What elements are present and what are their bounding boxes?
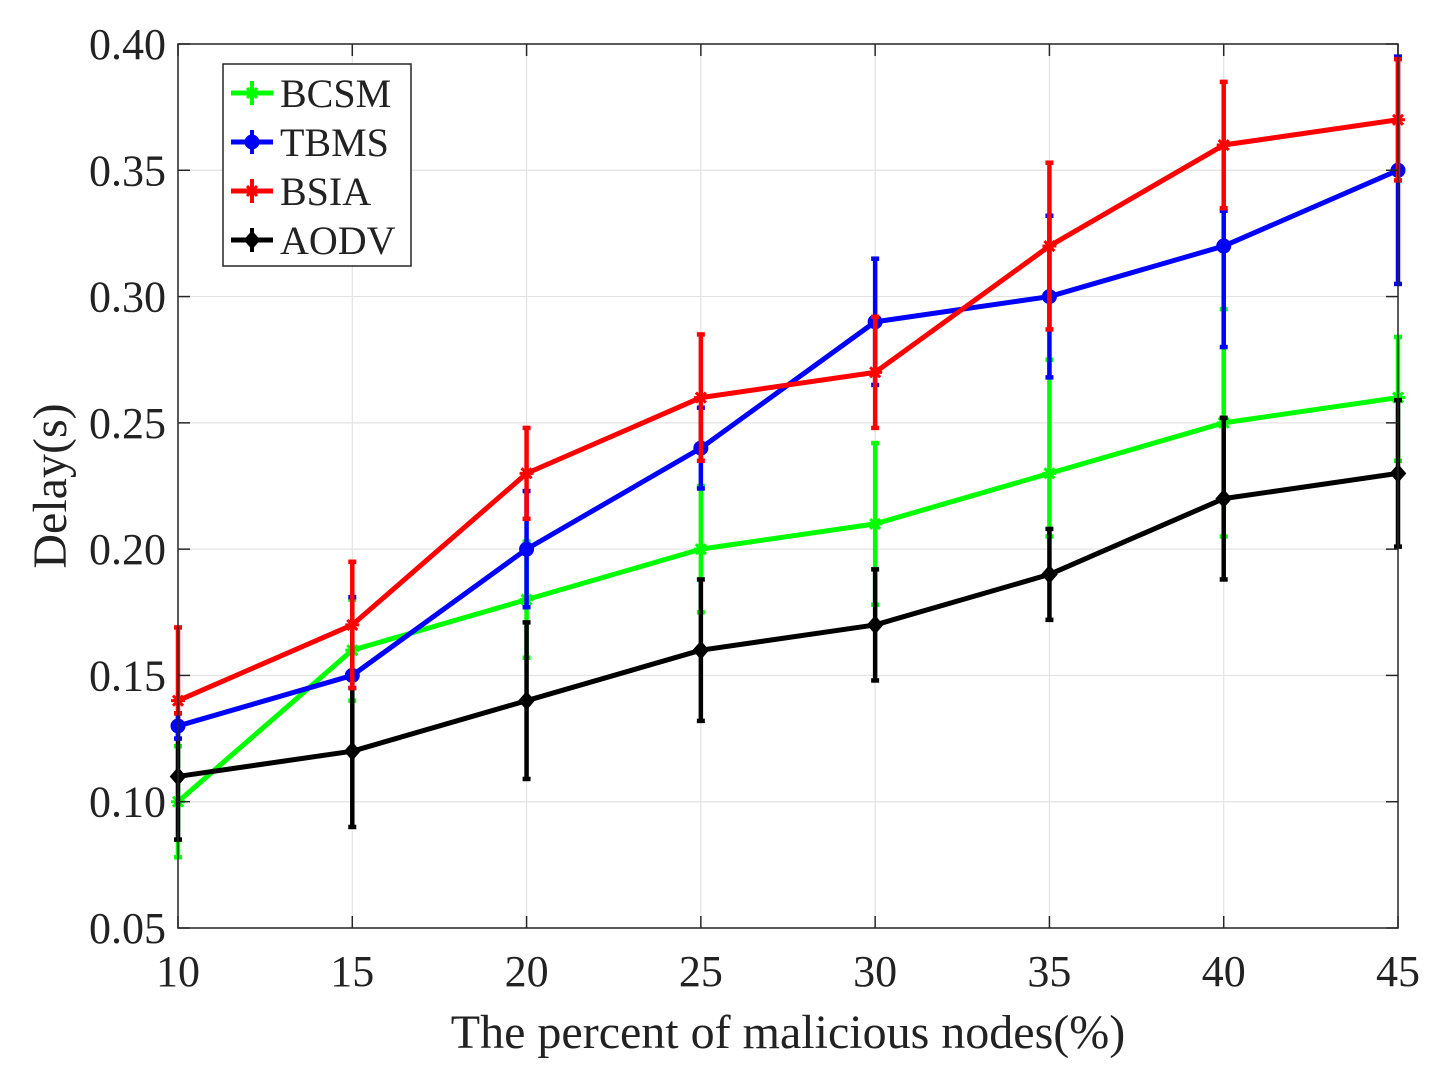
aodv-point bbox=[1041, 564, 1058, 584]
legend-box bbox=[222, 63, 412, 267]
x-tick-label: 30 bbox=[853, 947, 897, 996]
x-tick-label: 45 bbox=[1376, 947, 1420, 996]
y-tick-label: 0.40 bbox=[89, 20, 166, 69]
bsia-point bbox=[868, 365, 883, 380]
aodv-point bbox=[692, 640, 710, 660]
x-tick-label: 25 bbox=[679, 947, 723, 996]
bsia-point bbox=[519, 466, 534, 481]
legend-swatch-marker bbox=[245, 184, 259, 198]
bsia-point bbox=[1042, 239, 1057, 254]
tbms-point bbox=[519, 541, 535, 557]
bcsm-point bbox=[693, 542, 708, 557]
y-tick-label: 0.05 bbox=[89, 904, 166, 953]
aodv-point bbox=[343, 741, 361, 761]
y-axis-label: Delay(s) bbox=[24, 403, 77, 568]
bsia-point bbox=[345, 617, 360, 632]
legend-entry-bcsm: BCSM bbox=[231, 71, 391, 116]
legend-swatch-marker bbox=[243, 230, 261, 250]
x-tick-label: 20 bbox=[505, 947, 549, 996]
x-tick-label: 10 bbox=[156, 947, 200, 996]
bcsm-line bbox=[176, 395, 1399, 804]
legend-entry-tbms: TBMS bbox=[231, 120, 389, 165]
legend-entry-aodv: AODV bbox=[231, 218, 396, 263]
bsia-line bbox=[177, 117, 1399, 703]
plot-frame bbox=[177, 43, 1399, 929]
x-tick-label: 35 bbox=[1027, 947, 1071, 996]
axis-ticks: 10 15 20 25 30 35 40 45 0.05 0.10 0.15 0.20 0.25 0.30… bbox=[89, 20, 1420, 996]
x-tick-label: 15 bbox=[330, 947, 374, 996]
aodv-point bbox=[866, 615, 884, 635]
aodv-line bbox=[177, 470, 1399, 779]
aodv-point bbox=[1215, 489, 1233, 509]
legend-label: BSIA bbox=[280, 169, 371, 214]
series-aodv bbox=[169, 397, 1407, 842]
x-tick-label: 40 bbox=[1202, 947, 1246, 996]
legend-label: AODV bbox=[280, 218, 396, 263]
y-tick-label: 0.35 bbox=[89, 146, 166, 195]
legend-label: BCSM bbox=[280, 71, 391, 116]
bcsm-point bbox=[1042, 466, 1057, 481]
x-axis-label: The percent of malicious nodes(%) bbox=[451, 1006, 1125, 1059]
y-tick-label: 0.25 bbox=[89, 399, 166, 448]
legend-swatch-marker bbox=[245, 86, 259, 100]
legend-entry-bsia: BSIA bbox=[231, 169, 371, 214]
legend-swatch-marker bbox=[244, 134, 260, 150]
series-bcsm bbox=[171, 306, 1405, 860]
bsia-point bbox=[693, 390, 708, 405]
legend-label: TBMS bbox=[280, 120, 389, 165]
aodv-point bbox=[518, 691, 535, 711]
y-tick-label: 0.20 bbox=[89, 525, 166, 574]
bcsm-point bbox=[868, 516, 883, 531]
y-tick-label: 0.10 bbox=[89, 778, 166, 827]
tbms-point bbox=[1216, 238, 1232, 254]
bsia-point bbox=[1216, 138, 1231, 153]
y-tick-label: 0.30 bbox=[89, 273, 166, 322]
y-tick-label: 0.15 bbox=[89, 651, 166, 700]
